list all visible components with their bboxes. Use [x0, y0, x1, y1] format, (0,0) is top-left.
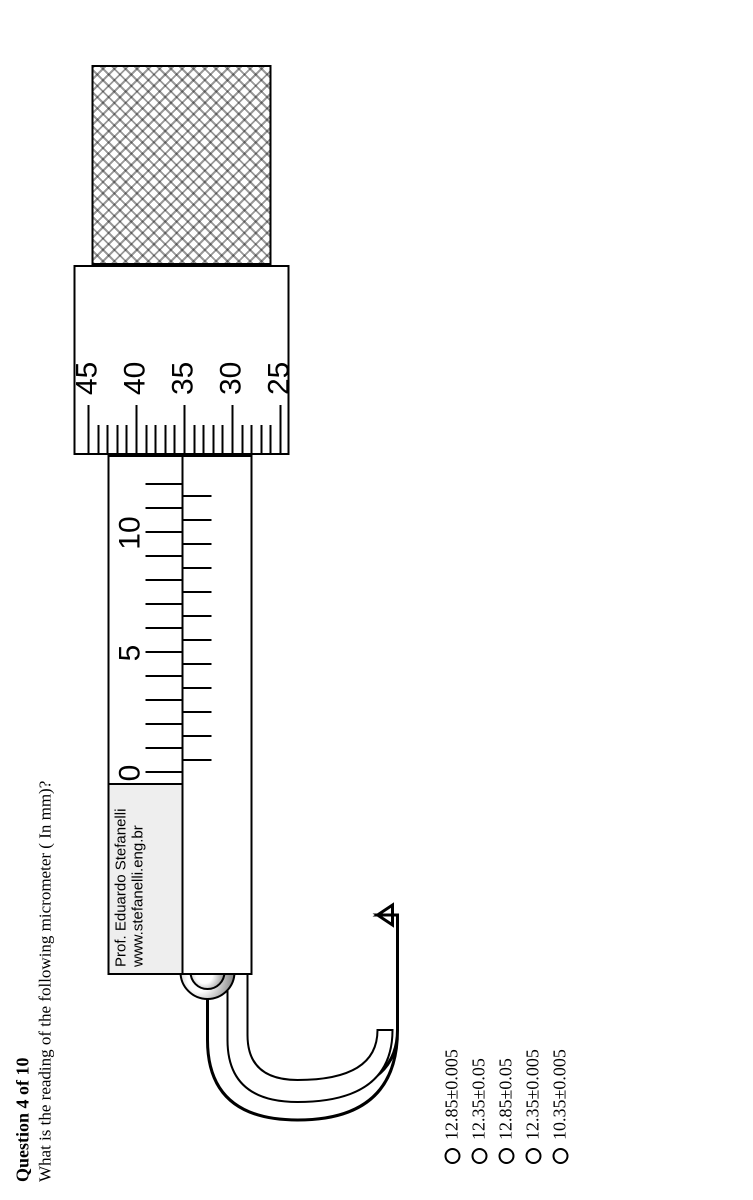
thimble-minor-tick [97, 425, 99, 453]
thimble-scale-label: 35 [166, 362, 200, 395]
radio-icon[interactable] [471, 1148, 487, 1164]
thimble-minor-tick [164, 425, 166, 453]
main-mm-tick [145, 651, 181, 653]
answer-options: 12.85±0.005 12.35±0.05 12.85±0.05 12.35±0.0… [435, 0, 576, 1164]
micrometer-diagram: Prof. Eduardo Stefanelli www.stefanelli.… [67, 50, 427, 1150]
half-mm-tick [183, 567, 211, 569]
index-line [181, 457, 183, 973]
main-mm-tick [145, 723, 181, 725]
half-mm-tick [183, 615, 211, 617]
half-mm-tick [183, 687, 211, 689]
thimble-major-tick [231, 405, 233, 453]
half-mm-tick [183, 663, 211, 665]
main-mm-tick [145, 627, 181, 629]
thimble-scale-label: 30 [214, 362, 248, 395]
thimble-minor-tick [193, 425, 195, 453]
option-label: 12.35±0.005 [522, 1049, 543, 1140]
radio-icon[interactable] [552, 1148, 568, 1164]
radio-icon[interactable] [444, 1148, 460, 1164]
thimble-minor-tick [260, 425, 262, 453]
main-mm-tick [145, 531, 181, 533]
thimble-scale-label: 45 [70, 362, 104, 395]
main-mm-tick [145, 555, 181, 557]
thimble-minor-tick [269, 425, 271, 453]
thimble-minor-tick [173, 425, 175, 453]
half-mm-tick [183, 543, 211, 545]
thimble-minor-tick [106, 425, 108, 453]
main-scale-label: 5 [113, 645, 147, 662]
option-label: 12.85±0.005 [441, 1049, 462, 1140]
thimble: 4540353025 [73, 265, 289, 455]
question-text: What is the reading of the following mic… [35, 18, 55, 1182]
thimble-major-tick [183, 405, 185, 453]
main-mm-tick [145, 483, 181, 485]
main-mm-tick [145, 699, 181, 701]
thimble-scale-label: 40 [118, 362, 152, 395]
half-mm-tick [183, 639, 211, 641]
thimble-major-tick [135, 405, 137, 453]
thimble-group: 45 40 35 30 25 [67, 50, 297, 455]
answer-option[interactable]: 12.35±0.05 [468, 0, 489, 1164]
thimble-minor-tick [125, 425, 127, 453]
option-label: 10.35±0.005 [549, 1049, 570, 1140]
thimble-minor-tick [145, 425, 147, 453]
half-mm-tick [183, 519, 211, 521]
author-line-1: Prof. Eduardo Stefanelli [113, 791, 130, 967]
answer-option[interactable]: 10.35±0.005 [549, 0, 570, 1164]
thimble-minor-tick [202, 425, 204, 453]
thimble-minor-tick [212, 425, 214, 453]
author-line-2: www.stefanelli.eng.br [130, 791, 147, 967]
main-mm-tick [145, 507, 181, 509]
answer-option[interactable]: 12.85±0.005 [441, 0, 462, 1164]
thimble-scale-label: 25 [262, 362, 296, 395]
thimble-minor-tick [250, 425, 252, 453]
half-mm-tick [183, 495, 211, 497]
main-mm-tick [145, 603, 181, 605]
thimble-major-tick [87, 405, 89, 453]
half-mm-tick [183, 591, 211, 593]
thimble-minor-tick [221, 425, 223, 453]
radio-icon[interactable] [525, 1148, 541, 1164]
main-scale-label: 0 [113, 765, 147, 782]
thimble-major-tick [279, 405, 281, 453]
main-mm-tick [145, 579, 181, 581]
main-mm-tick [145, 771, 181, 773]
attribution-box: Prof. Eduardo Stefanelli www.stefanelli.… [109, 783, 181, 973]
main-mm-tick [145, 675, 181, 677]
half-mm-tick [183, 759, 211, 761]
ratchet-knurl [91, 65, 271, 265]
main-mm-tick [145, 747, 181, 749]
radio-icon[interactable] [498, 1148, 514, 1164]
thimble-minor-tick [116, 425, 118, 453]
half-mm-tick [183, 735, 211, 737]
thimble-minor-tick [154, 425, 156, 453]
sleeve: Prof. Eduardo Stefanelli www.stefanelli.… [107, 455, 252, 975]
option-label: 12.35±0.05 [468, 1058, 489, 1140]
half-mm-tick [183, 711, 211, 713]
main-scale-label: 10 [113, 516, 147, 549]
answer-option[interactable]: 12.85±0.05 [495, 0, 516, 1164]
option-label: 12.85±0.05 [495, 1058, 516, 1140]
thimble-minor-tick [241, 425, 243, 453]
question-header: Question 4 of 10 What is the reading of … [0, 0, 59, 1200]
question-number: Question 4 of 10 [12, 18, 33, 1182]
answer-option[interactable]: 12.35±0.005 [522, 0, 543, 1164]
